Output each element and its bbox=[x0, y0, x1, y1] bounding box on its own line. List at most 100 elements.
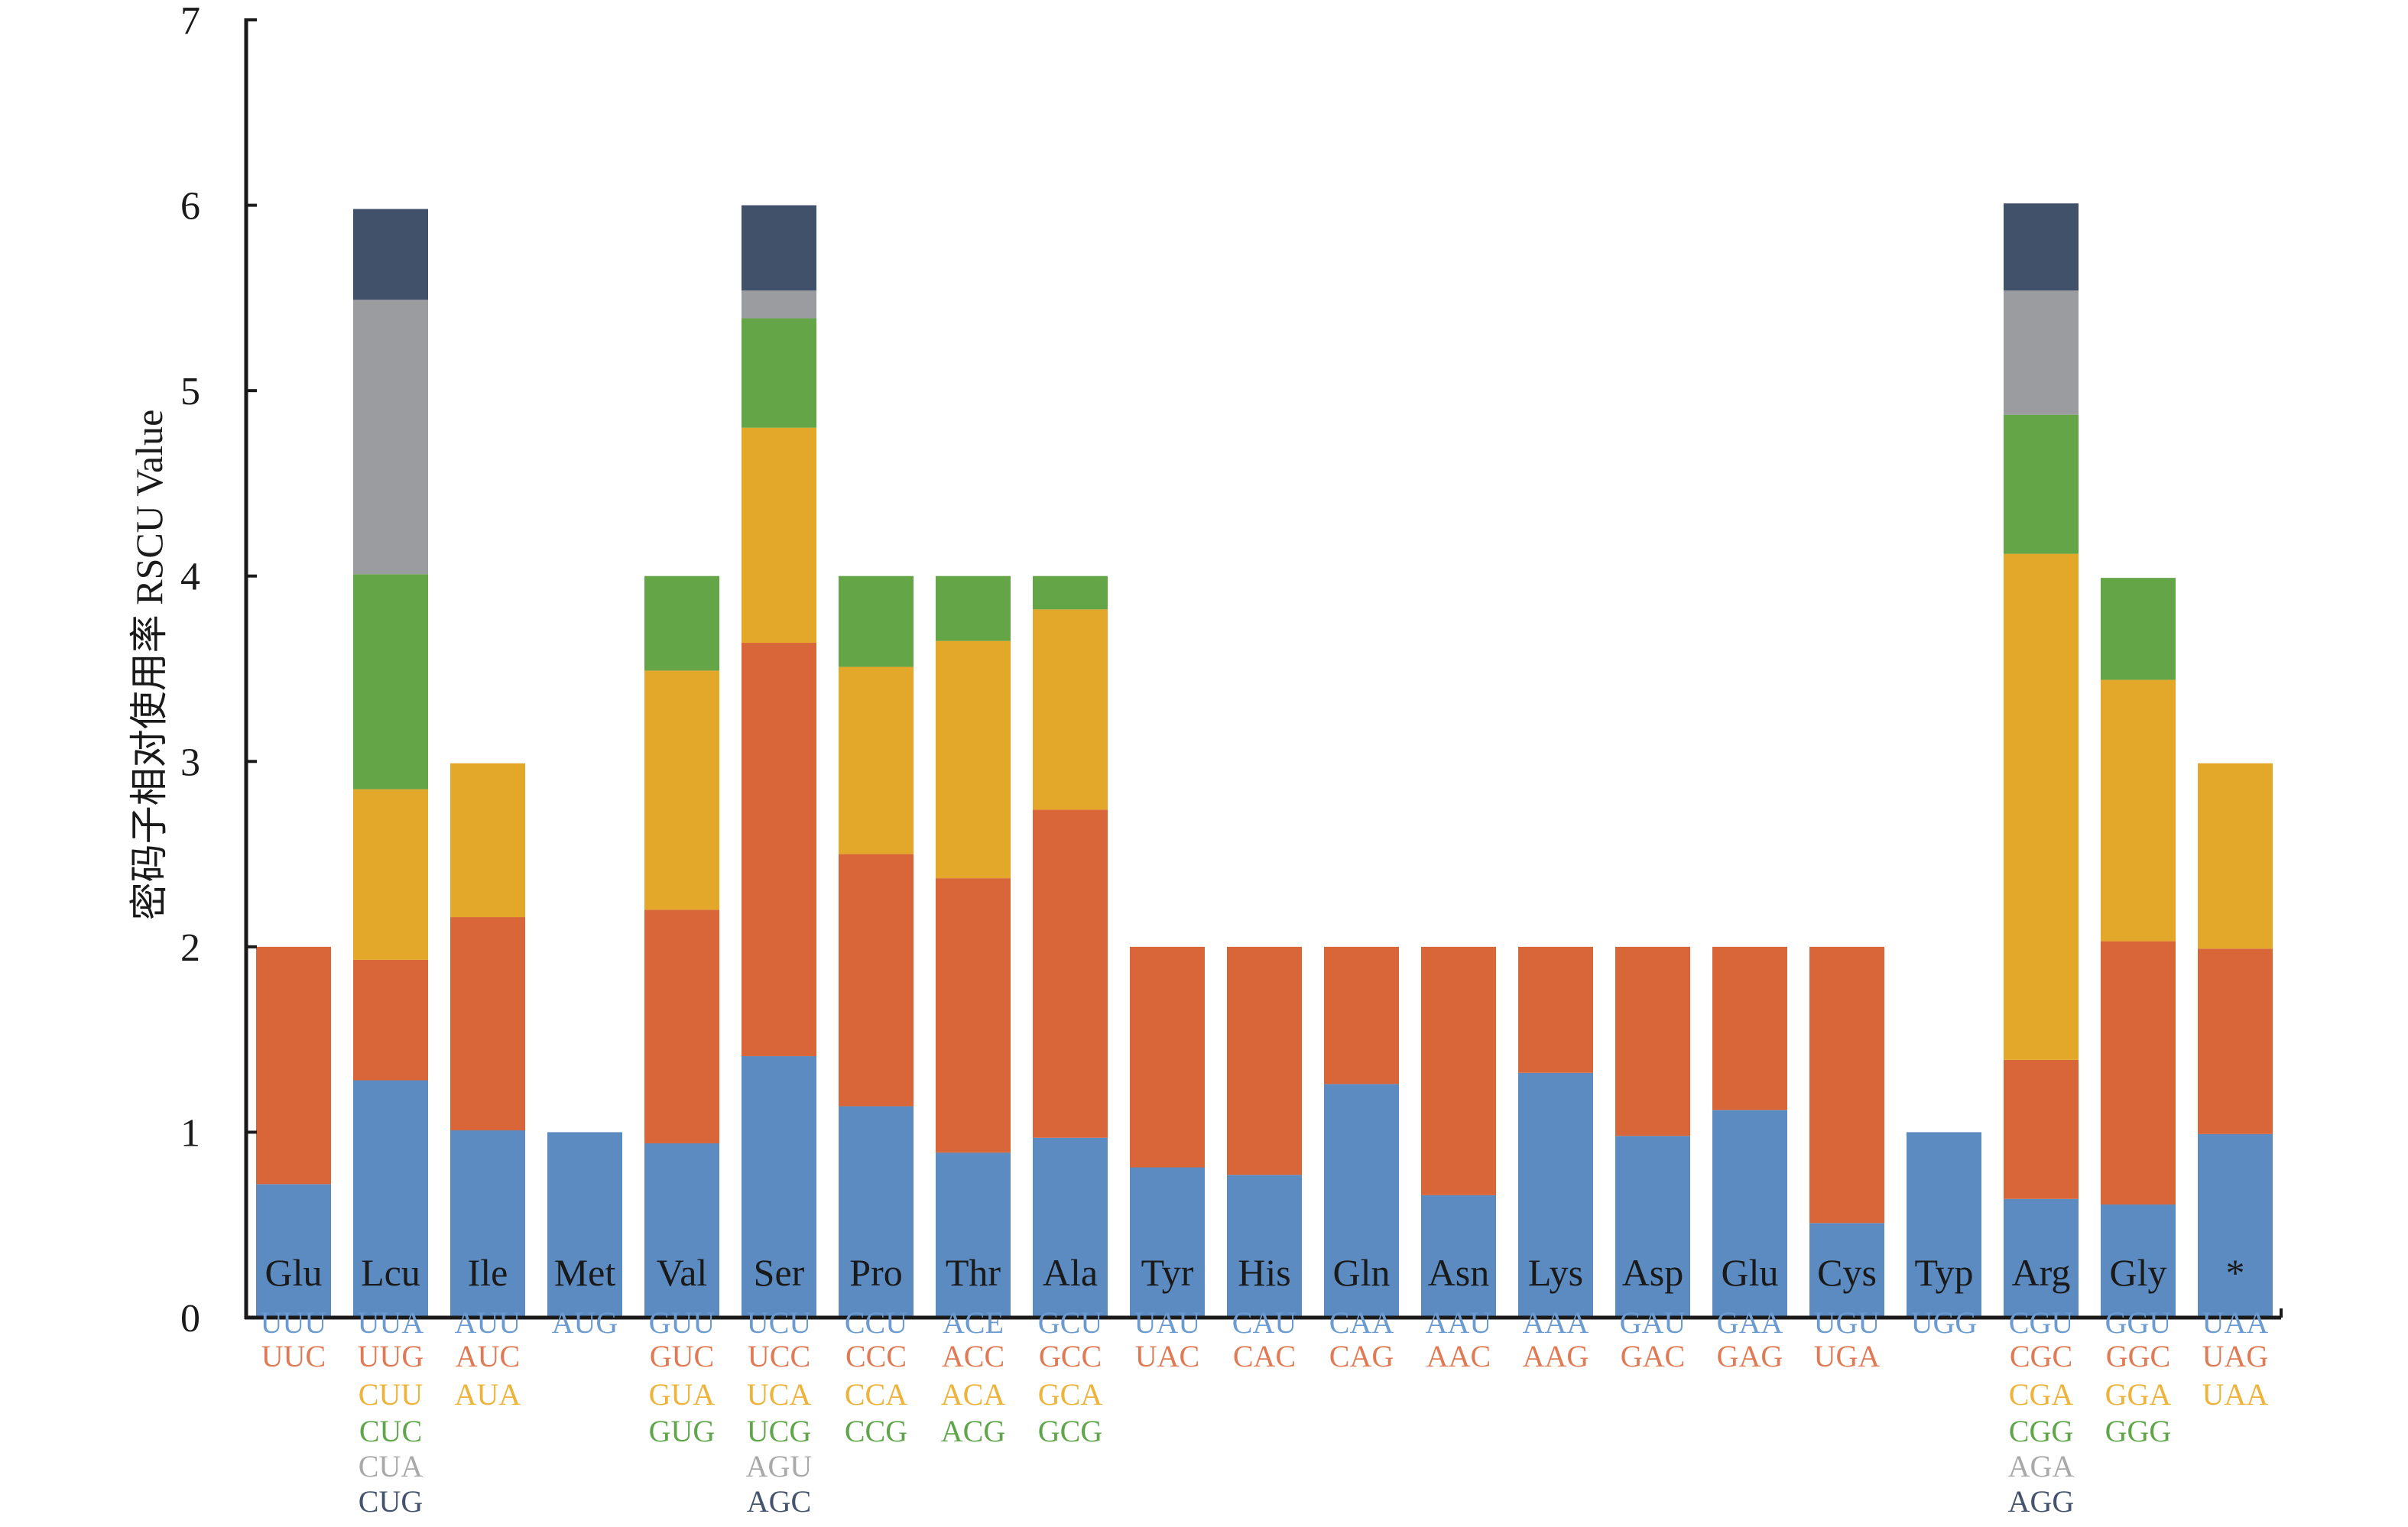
bar-segment-guc bbox=[644, 909, 719, 1143]
codon-label: GUC bbox=[650, 1339, 714, 1373]
codon-label: GCC bbox=[1039, 1339, 1102, 1373]
bar-segment-ugg bbox=[1907, 1132, 1981, 1318]
bar-segment-ccu bbox=[839, 1106, 914, 1318]
category-label: Tyr bbox=[1141, 1251, 1194, 1294]
bar-segment-gcg bbox=[1033, 575, 1108, 610]
bar-stack bbox=[1324, 946, 1399, 1318]
category-label: Typ bbox=[1914, 1251, 1973, 1294]
codon-label: GAU bbox=[1620, 1305, 1686, 1340]
codon-label: CGG bbox=[2009, 1414, 2073, 1448]
codon-label: UUU bbox=[261, 1305, 327, 1340]
codon-label: AUC bbox=[456, 1339, 520, 1373]
bar-stack bbox=[2198, 763, 2273, 1318]
y-tick-label: 3 bbox=[180, 741, 200, 784]
codon-label: UCA bbox=[747, 1377, 812, 1412]
bar-segment-gac bbox=[1615, 946, 1690, 1136]
bars-layer bbox=[256, 203, 2273, 1318]
category-label: His bbox=[1238, 1251, 1290, 1294]
codon-label: UAA bbox=[2202, 1377, 2269, 1412]
codon-label: UCC bbox=[748, 1339, 810, 1373]
y-tick-label: 0 bbox=[180, 1297, 200, 1341]
codon-label: UCG bbox=[747, 1414, 811, 1448]
bar-segment-cuu bbox=[353, 789, 428, 960]
bar-stack bbox=[256, 946, 331, 1318]
bar-stack bbox=[1712, 946, 1787, 1318]
bar-stack bbox=[1130, 946, 1205, 1318]
bar-segment-gga bbox=[2101, 679, 2176, 942]
category-label: Ala bbox=[1043, 1251, 1098, 1294]
category-label: Asn bbox=[1428, 1251, 1490, 1294]
y-tick-label: 6 bbox=[180, 185, 200, 229]
bar-segment-cuc bbox=[353, 574, 428, 789]
bar-segment-uug bbox=[353, 959, 428, 1081]
codon-label: GAA bbox=[1717, 1305, 1783, 1340]
codon-label: UGG bbox=[1911, 1305, 1978, 1340]
bar-segment-agc bbox=[742, 205, 816, 291]
bar-stack bbox=[742, 205, 816, 1318]
bar-stack bbox=[2004, 203, 2079, 1318]
bar-segment-ggg bbox=[2101, 578, 2176, 680]
codon-label: ACE bbox=[943, 1305, 1004, 1340]
codon-label: GCU bbox=[1038, 1305, 1103, 1340]
bar-segment-ggu bbox=[2101, 1204, 2176, 1318]
y-tick-label: 4 bbox=[180, 556, 200, 599]
category-label: * bbox=[2226, 1251, 2245, 1294]
bar-segment-aca bbox=[936, 640, 1011, 879]
bar-segment-ucc bbox=[742, 643, 816, 1056]
bar-segment-auc bbox=[450, 917, 525, 1131]
codon-label: UAU bbox=[1134, 1305, 1201, 1340]
bar-segment-gaa bbox=[1712, 1110, 1787, 1318]
bar-segment-cag bbox=[1324, 946, 1399, 1084]
bar-segment-cga bbox=[2004, 553, 2079, 1060]
bar-segment-uca bbox=[742, 427, 816, 644]
codon-label: GUU bbox=[649, 1305, 716, 1340]
bar-segment-ggc bbox=[2101, 941, 2176, 1205]
axes-layer bbox=[244, 18, 2283, 1320]
bar-stack bbox=[450, 763, 525, 1318]
y-tick-label: 2 bbox=[180, 926, 200, 970]
codon-label: UGU bbox=[1814, 1305, 1881, 1340]
y-tick-label: 1 bbox=[180, 1111, 200, 1155]
bar-segment-ucg bbox=[742, 318, 816, 428]
bar-stack bbox=[353, 209, 428, 1318]
y-ticks: 0 1 2 3 4 5 6 7 bbox=[180, 0, 257, 1341]
codon-label: UUG bbox=[358, 1339, 424, 1373]
bar-segment-aag bbox=[1518, 946, 1593, 1073]
bar-segment-acg bbox=[936, 575, 1011, 641]
codon-label: GGA bbox=[2105, 1377, 2172, 1412]
codon-label: GAC bbox=[1621, 1339, 1685, 1373]
bar-stack bbox=[1227, 946, 1302, 1318]
bar-segment-cug bbox=[353, 209, 428, 300]
bar-segment-agg bbox=[2004, 203, 2079, 291]
bar-segment-aaa bbox=[1518, 1072, 1593, 1318]
bar-segment-gag bbox=[1712, 946, 1787, 1110]
codon-label: AGU bbox=[746, 1449, 813, 1483]
bar-stack bbox=[1421, 946, 1496, 1318]
codon-label: GUG bbox=[649, 1414, 716, 1448]
bar-segment-cgg bbox=[2004, 414, 2079, 554]
codon-label: AGA bbox=[2008, 1449, 2075, 1483]
codon-label: GGU bbox=[2105, 1305, 2172, 1340]
bar-segment-uag bbox=[2198, 948, 2273, 1134]
bar-segment-uau bbox=[1130, 1167, 1205, 1318]
y-tick-label: 7 bbox=[180, 0, 200, 43]
codon-label: GCA bbox=[1038, 1377, 1103, 1412]
bar-stack bbox=[644, 575, 719, 1318]
category-label: Lcu bbox=[361, 1251, 420, 1294]
bar-segment-uga bbox=[1809, 946, 1884, 1224]
codon-label: ACG bbox=[941, 1414, 1005, 1448]
codon-label: CCA bbox=[845, 1377, 907, 1412]
bar-segment-aau bbox=[1421, 1195, 1496, 1318]
codon-label: CAU bbox=[1232, 1305, 1297, 1340]
bar-segment-ucu bbox=[742, 1055, 816, 1318]
bar-segment-uac bbox=[1130, 946, 1205, 1168]
codon-label: AGC bbox=[747, 1484, 811, 1519]
bar-segment-acc bbox=[936, 878, 1011, 1153]
bar-segment-gcu bbox=[1033, 1137, 1108, 1318]
bar-stack bbox=[547, 1132, 622, 1318]
codon-label: CGC bbox=[2010, 1339, 2072, 1373]
codon-label: UAC bbox=[1135, 1339, 1199, 1373]
category-label: Glu bbox=[1722, 1251, 1779, 1294]
